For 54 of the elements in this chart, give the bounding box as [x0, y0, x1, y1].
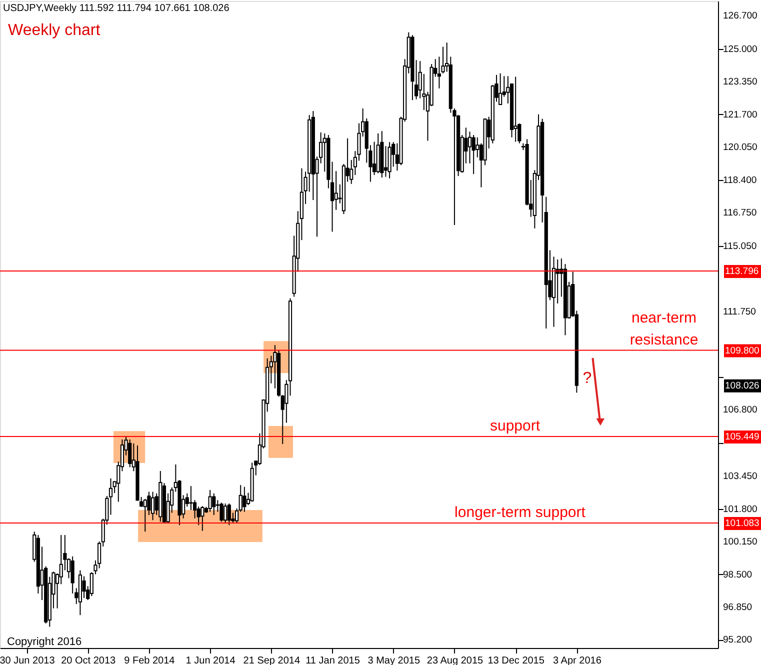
candlestick: [242, 486, 246, 512]
candlestick: [208, 490, 212, 512]
candlestick: [128, 438, 132, 468]
y-tick-label: 125.000: [723, 44, 758, 55]
y-tick-label: 118.400: [723, 174, 757, 186]
y-tick-label: 123.350: [723, 76, 758, 88]
candlestick: [476, 136, 480, 158]
x-tick-label: 30 Jun 2013: [0, 656, 56, 665]
text: 101.083: [725, 518, 760, 530]
y-tick-label: 101.800: [723, 504, 758, 515]
candlestick: [143, 498, 147, 532]
candlestick: [70, 556, 74, 594]
candlestick: [227, 502, 231, 526]
y-tick-label: 103.450: [723, 471, 758, 482]
y-tick-label: 100.150: [723, 536, 758, 548]
y-tick-label: 120.050: [723, 142, 758, 154]
chart-title: USDJPY,Weekly 111.592 111.794 107.661 108.026: [3, 3, 230, 14]
ref-line-label: support: [490, 418, 541, 435]
candlestick: [498, 72, 502, 106]
annotation: ?: [582, 370, 592, 387]
x-tick-label: 11 Jan 2015: [306, 656, 360, 665]
candlestick: [384, 146, 388, 178]
candlestick: [150, 491, 155, 521]
ref-line-label: near-term resistance: [630, 309, 698, 348]
y-tick-label: 115.050: [723, 241, 757, 252]
candlestick: [334, 170, 338, 210]
annotation: Copyright 2016: [7, 636, 82, 648]
candlestick: [220, 502, 224, 522]
y-tick-label: 95.200: [723, 634, 752, 646]
text: 109.800: [725, 345, 760, 356]
text: 108.026: [725, 380, 760, 392]
candlestick: [212, 492, 216, 516]
y-tick-label: 126.700: [723, 10, 758, 22]
text: 105.449: [725, 432, 760, 443]
x-tick-label: 13 Dec 2015: [488, 656, 545, 665]
candlestick: [82, 576, 86, 599]
x-tick-label: 9 Feb 2014: [124, 656, 176, 665]
x-tick-label: 20 Oct 2013: [61, 656, 116, 665]
candlestick: [437, 56, 441, 89]
y-tick-label: 121.700: [723, 109, 758, 120]
ref-line-label: longer-term support: [454, 504, 586, 522]
y-tick-label: 96.850: [723, 602, 752, 613]
x-tick-label: 1 Jun 2014: [186, 656, 236, 665]
y-tick-label: 106.800: [723, 404, 758, 416]
candlestick: [514, 76, 518, 142]
candlestick: [224, 502, 228, 524]
y-tick-label: 116.750: [723, 208, 757, 219]
candlestick: [189, 486, 193, 511]
annotation: Weekly chart: [8, 22, 101, 39]
y-tick-label: 111.750: [723, 306, 756, 318]
y-tick-label: 98.500: [723, 569, 752, 580]
candlestick: [200, 506, 204, 532]
text: 113.796: [725, 266, 759, 278]
candlestick: [472, 134, 476, 175]
